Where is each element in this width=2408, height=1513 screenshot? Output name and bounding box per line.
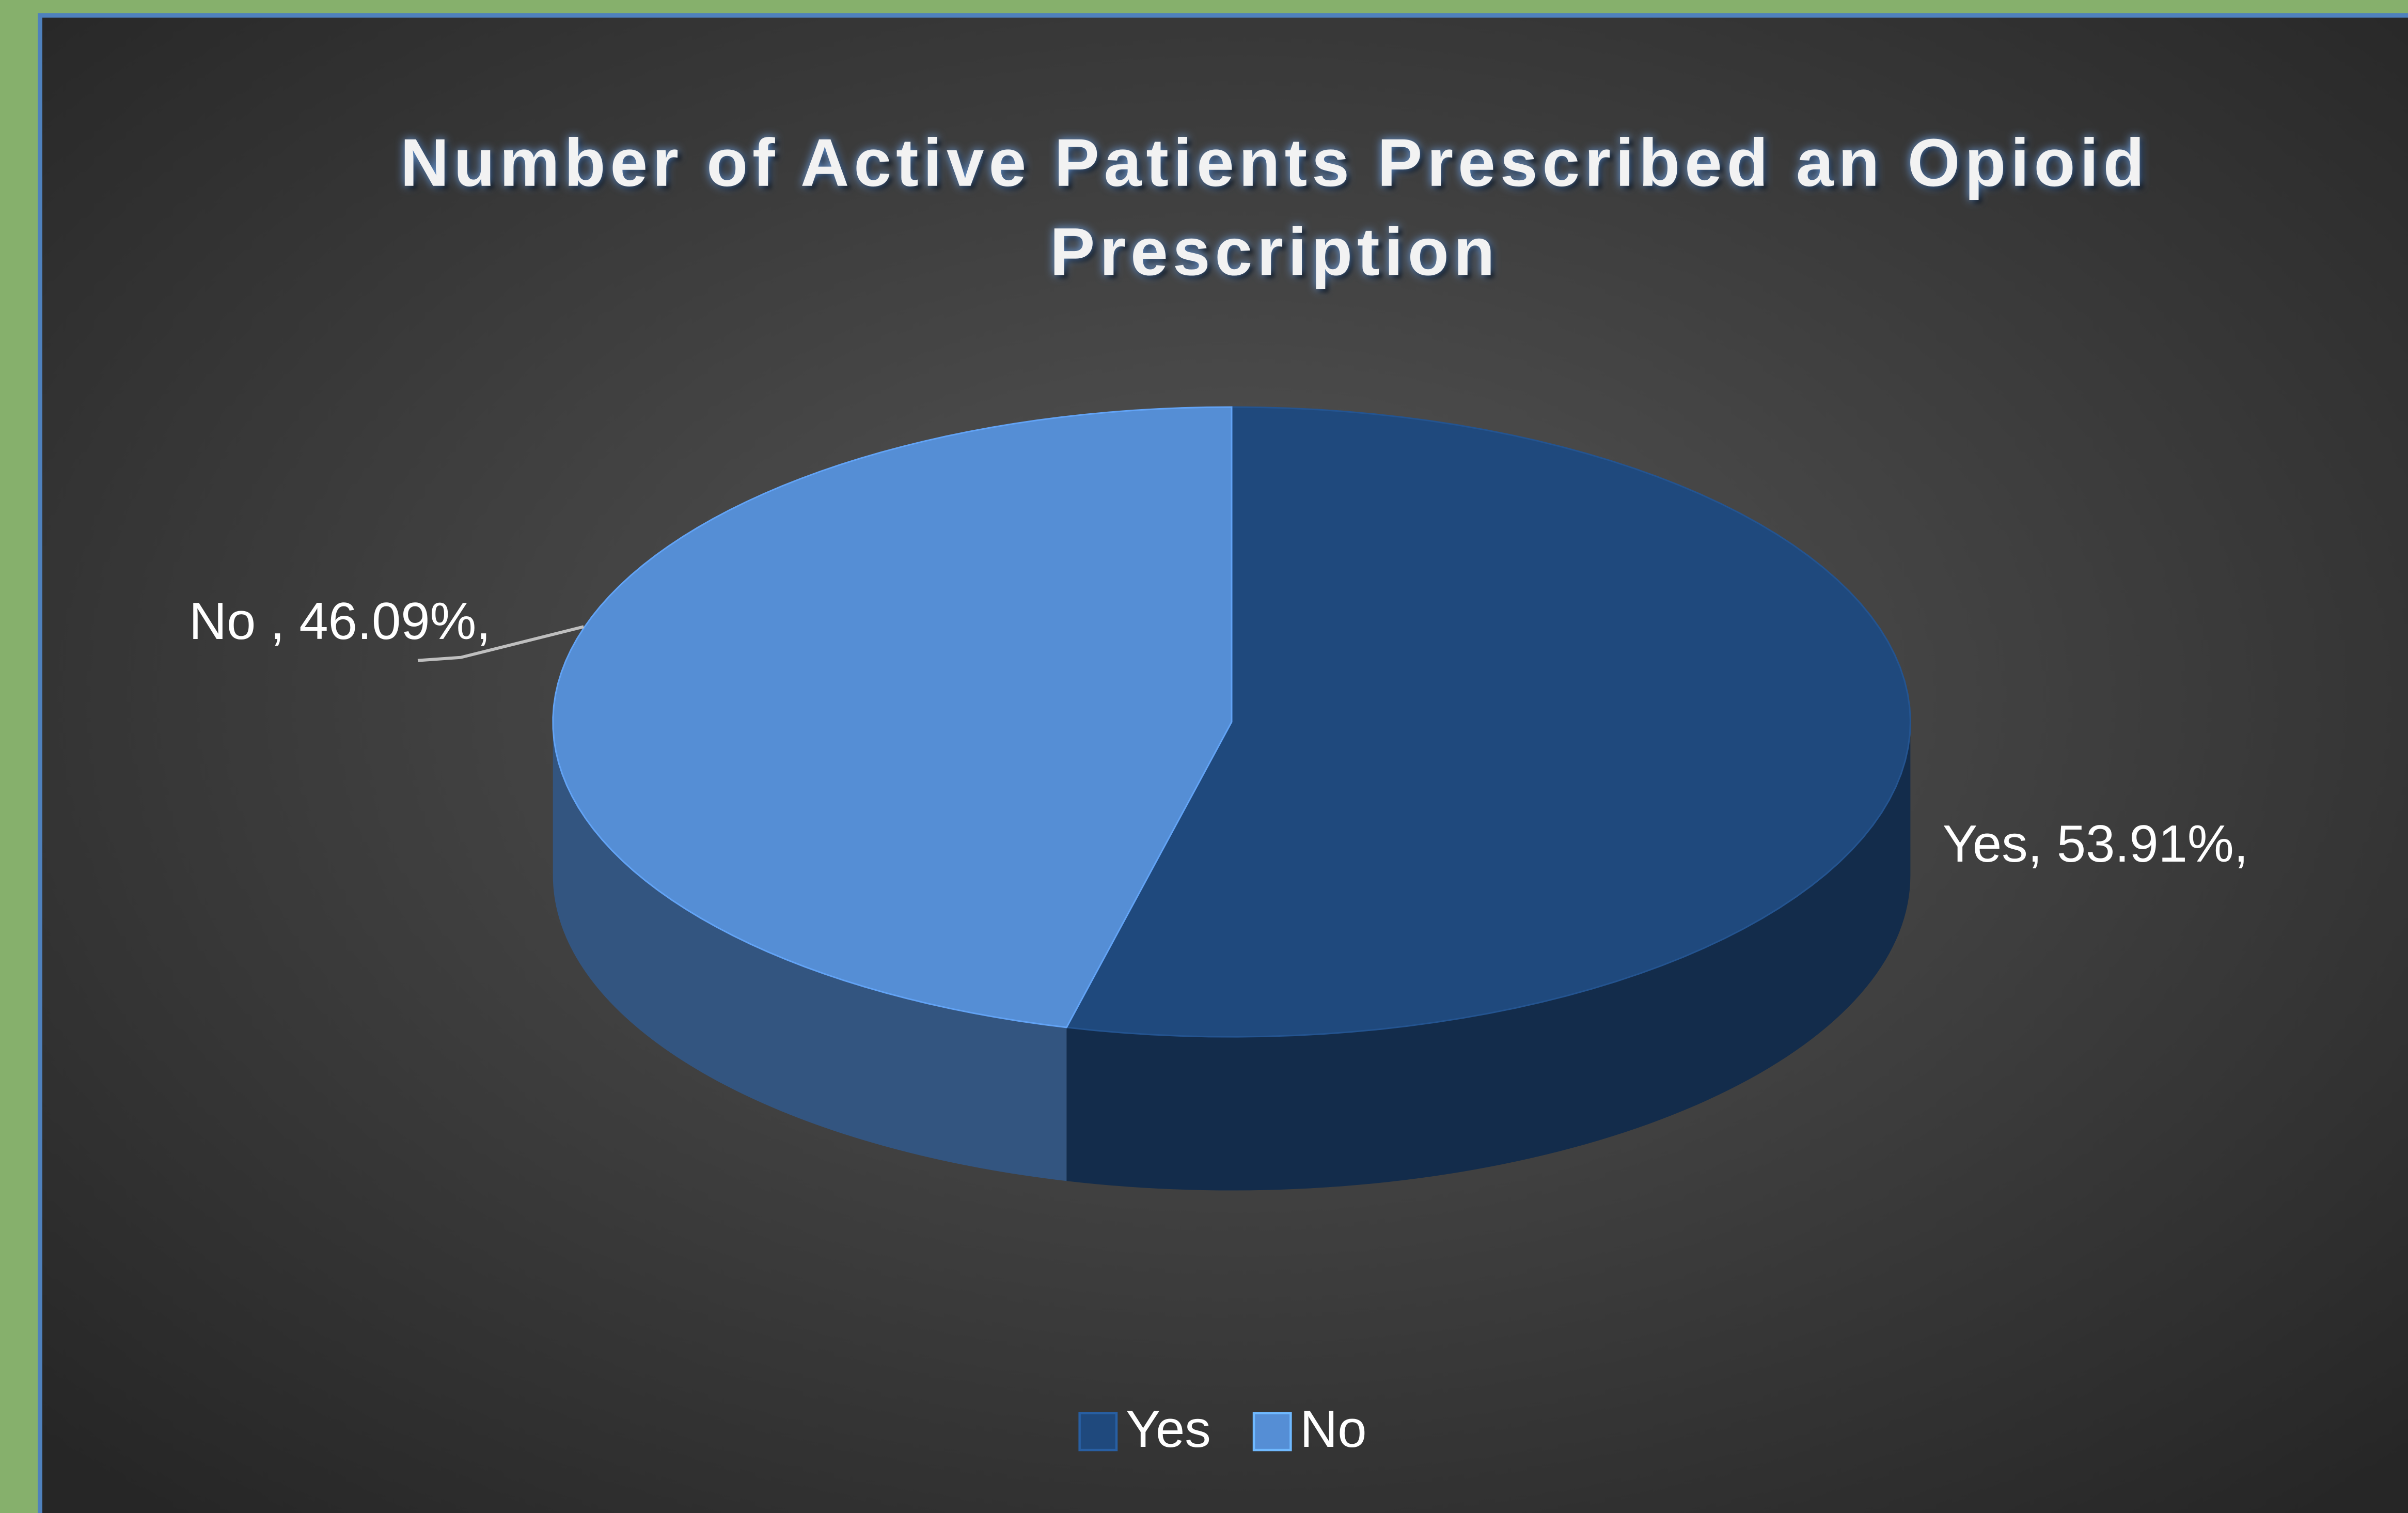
chart-title: Number of Active Patients Prescribed an … (400, 126, 2149, 291)
legend-marker (1252, 1412, 1292, 1452)
slice (552, 406, 1233, 1028)
legend-marker (1078, 1412, 1118, 1452)
labels: Yes, 53.91%, No , 46.09%, Yes No (189, 592, 2248, 1458)
data-label: Yes, 53.91%, (1943, 815, 2248, 873)
data-label: No , 46.09%, (189, 592, 491, 650)
pie (552, 406, 1911, 1191)
slice-side (553, 722, 1067, 1181)
legend-label: No (1300, 1400, 1366, 1458)
slice (1065, 406, 1911, 1038)
title-wrap: Number of Active Patients Prescribed an … (400, 126, 2149, 291)
slice-side (1066, 722, 1911, 1191)
legend-label: Yes (1126, 1400, 1211, 1458)
leader-line (417, 625, 584, 662)
